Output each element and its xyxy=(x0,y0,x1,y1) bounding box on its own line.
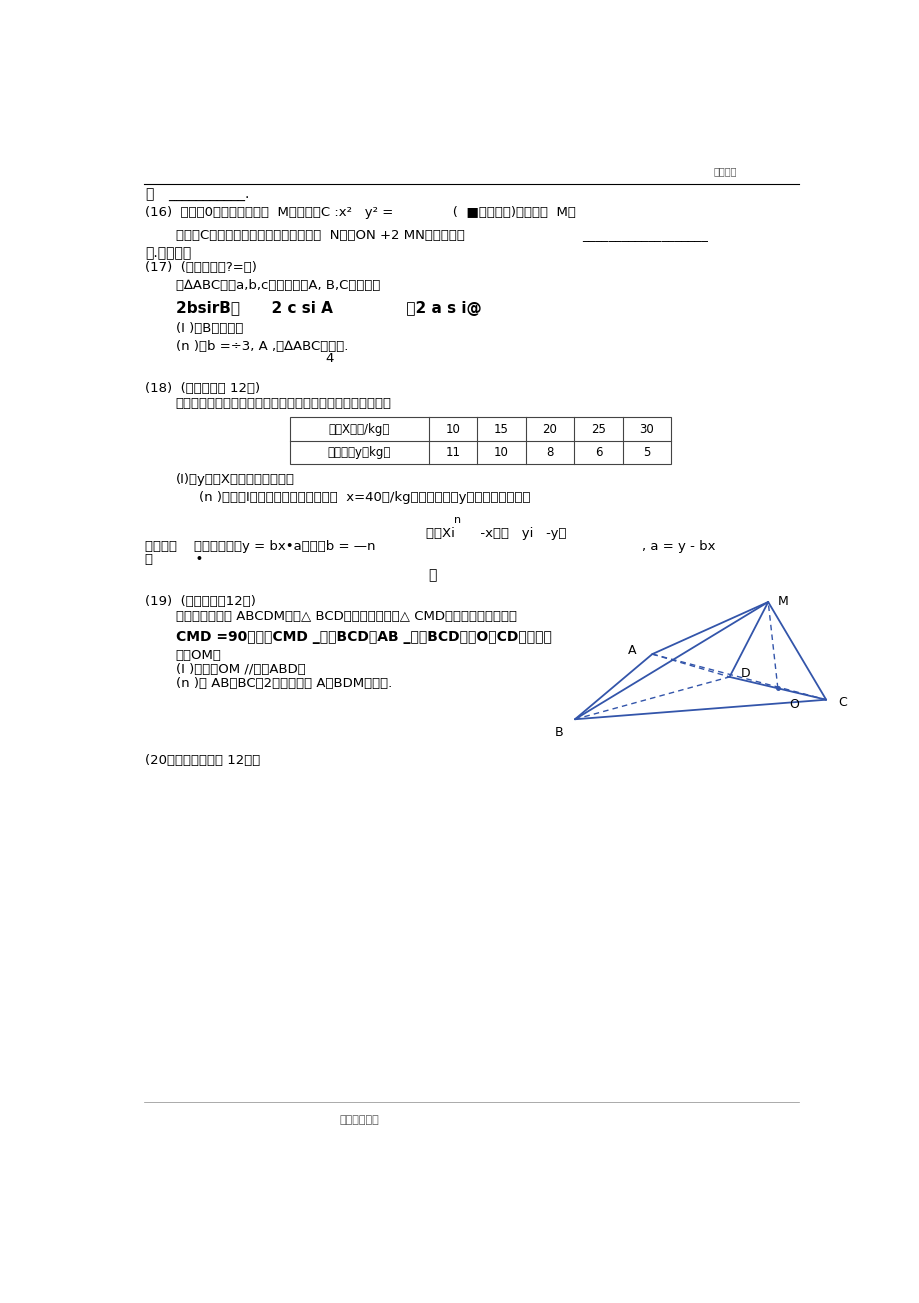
Text: M: M xyxy=(777,595,788,609)
Text: (I )求证：OM //平面ABD；: (I )求证：OM //平面ABD； xyxy=(176,662,305,675)
Text: O: O xyxy=(789,698,799,711)
Text: 4: 4 xyxy=(325,352,334,365)
Text: 价格X（元/kg）: 价格X（元/kg） xyxy=(328,422,390,435)
Text: 25: 25 xyxy=(590,422,606,435)
Text: 精细；挑选；: 精细；挑选； xyxy=(339,1114,379,1124)
Text: A: A xyxy=(628,645,636,657)
Text: 为: 为 xyxy=(145,188,153,202)
Text: , a = y - bx: , a = y - bx xyxy=(557,541,715,554)
Text: 如图，在多面体 ABCDM中，△ BCD是等边三角形，△ CMD是等腾直角三角形，: 如图，在多面体 ABCDM中，△ BCD是等边三角形，△ CMD是等腾直角三角形… xyxy=(176,610,516,623)
Text: (17)  (本小题满分?=分): (17) (本小题满分?=分) xyxy=(145,261,256,274)
Text: 精品文档: 精品文档 xyxy=(713,167,737,176)
Text: CMD =90，平面CMD _平面BCD，AB _平面BCD，点O为CD的中点，: CMD =90，平面CMD _平面BCD，AB _平面BCD，点O为CD的中点， xyxy=(176,629,550,644)
Text: (19)  (本小题满分12分): (19) (本小题满分12分) xyxy=(145,595,255,609)
Text: B: B xyxy=(555,726,563,739)
Text: 11: 11 xyxy=(445,446,460,459)
Text: 双曲线C的某一条渐近线的垂线，垂足为  N，则ON +2 MN的最小値为: 双曲线C的某一条渐近线的垂线，垂足为 N，则ON +2 MN的最小値为 xyxy=(176,229,464,242)
Text: n: n xyxy=(453,515,460,525)
Text: 2bsirB二      2 c si A              （2 a s i@: 2bsirB二 2 c si A （2 a s i@ xyxy=(176,301,481,317)
Text: ___________________: ___________________ xyxy=(582,229,707,242)
Text: (18)  (本小题满分 12分): (18) (本小题满分 12分) xyxy=(145,382,260,395)
Text: ___________.: ___________. xyxy=(168,188,250,202)
Text: (I )求B的大小；: (I )求B的大小； xyxy=(176,322,243,335)
Text: 旧: 旧 xyxy=(428,568,437,581)
Text: (n )利用（I）中的回归方程，当价格  x=40元/kg时，日需求量y的预测値为多少？: (n )利用（I）中的回归方程，当价格 x=40元/kg时，日需求量y的预测値为… xyxy=(199,491,530,504)
Text: 无（Xi      -x）（   yi   -y）: 无（Xi -x）（ yi -y） xyxy=(425,528,566,541)
Text: 15: 15 xyxy=(494,422,508,435)
Text: 6: 6 xyxy=(594,446,602,459)
Text: (16)  已知点0为坐标原点，点  M在双曲线C :x²   y² =              (  ■为正常数)上，过点  M作: (16) 已知点0为坐标原点，点 M在双曲线C :x² y² = ( ■为正常数… xyxy=(145,206,575,219)
Text: 5: 5 xyxy=(642,446,650,459)
Text: 参考公式    线性回归方稏y = bx•a，其中b = —n: 参考公式 线性回归方稏y = bx•a，其中b = —n xyxy=(145,541,375,554)
Bar xyxy=(289,417,671,464)
Text: (20）（本小题满分 12分）: (20）（本小题满分 12分） xyxy=(145,754,260,767)
Text: (I)求y关于X的线性回归方程；: (I)求y关于X的线性回归方程； xyxy=(176,473,294,486)
Text: 8: 8 xyxy=(546,446,553,459)
Text: 连接OM．: 连接OM． xyxy=(176,649,221,662)
Text: ；          •: ； • xyxy=(145,554,203,567)
Text: (n )若b =÷3, A ,求∆ABC的面积.: (n )若b =÷3, A ,求∆ABC的面积. xyxy=(176,340,347,353)
Text: 某种商品价格与该商品日需求量之间的几组对照数据如下表：: 某种商品价格与该商品日需求量之间的几组对照数据如下表： xyxy=(176,396,391,409)
Text: 在∆ABC中，a,b,c分别为内角A, B,C的对边，: 在∆ABC中，a,b,c分别为内角A, B,C的对边， xyxy=(176,279,380,292)
Text: 20: 20 xyxy=(542,422,557,435)
Text: 30: 30 xyxy=(639,422,653,435)
Text: D: D xyxy=(741,667,750,680)
Text: 日需求量y（kg）: 日需求量y（kg） xyxy=(327,446,391,459)
Text: 三.解答题：: 三.解答题： xyxy=(145,246,191,261)
Text: 10: 10 xyxy=(494,446,508,459)
Text: C: C xyxy=(837,697,845,709)
Text: (n )若 AB＝BC＝2，求三棱锥 A－BDM的体积.: (n )若 AB＝BC＝2，求三棱锥 A－BDM的体积. xyxy=(176,676,391,689)
Text: 10: 10 xyxy=(445,422,460,435)
